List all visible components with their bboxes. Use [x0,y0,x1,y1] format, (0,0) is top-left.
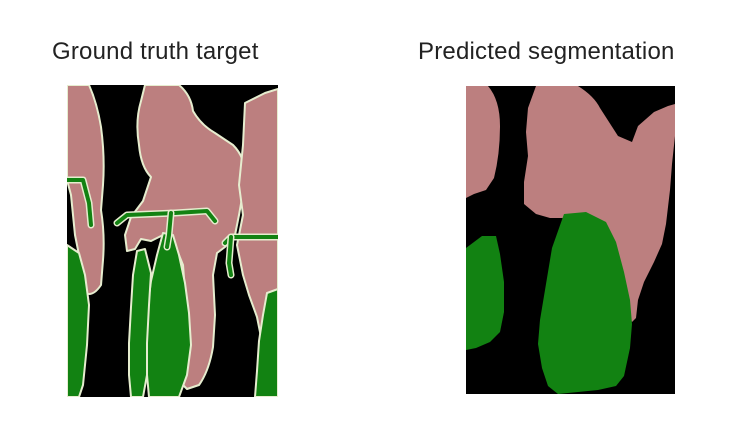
bicycle-region-right [254,288,278,397]
person-region-center [124,85,247,390]
person-region-left [466,86,500,198]
ground-truth-title: Ground truth target [52,38,259,65]
bicycle-region-left [67,244,90,397]
predicted-segmentation-title: Predicted segmentation [418,38,675,65]
bicycle-stem-center [165,211,173,249]
bicycle-region-front [128,248,152,397]
predicted-mask [466,86,675,394]
bicycle-region-center [538,212,632,394]
bicycle-region-left [466,236,504,350]
person-region-main [524,86,675,322]
ground-truth-mask [67,85,278,397]
bicycle-handlebar-center [115,209,217,225]
bicycle-stem-right [227,235,233,277]
bicycle-handlebar-left [67,178,93,227]
